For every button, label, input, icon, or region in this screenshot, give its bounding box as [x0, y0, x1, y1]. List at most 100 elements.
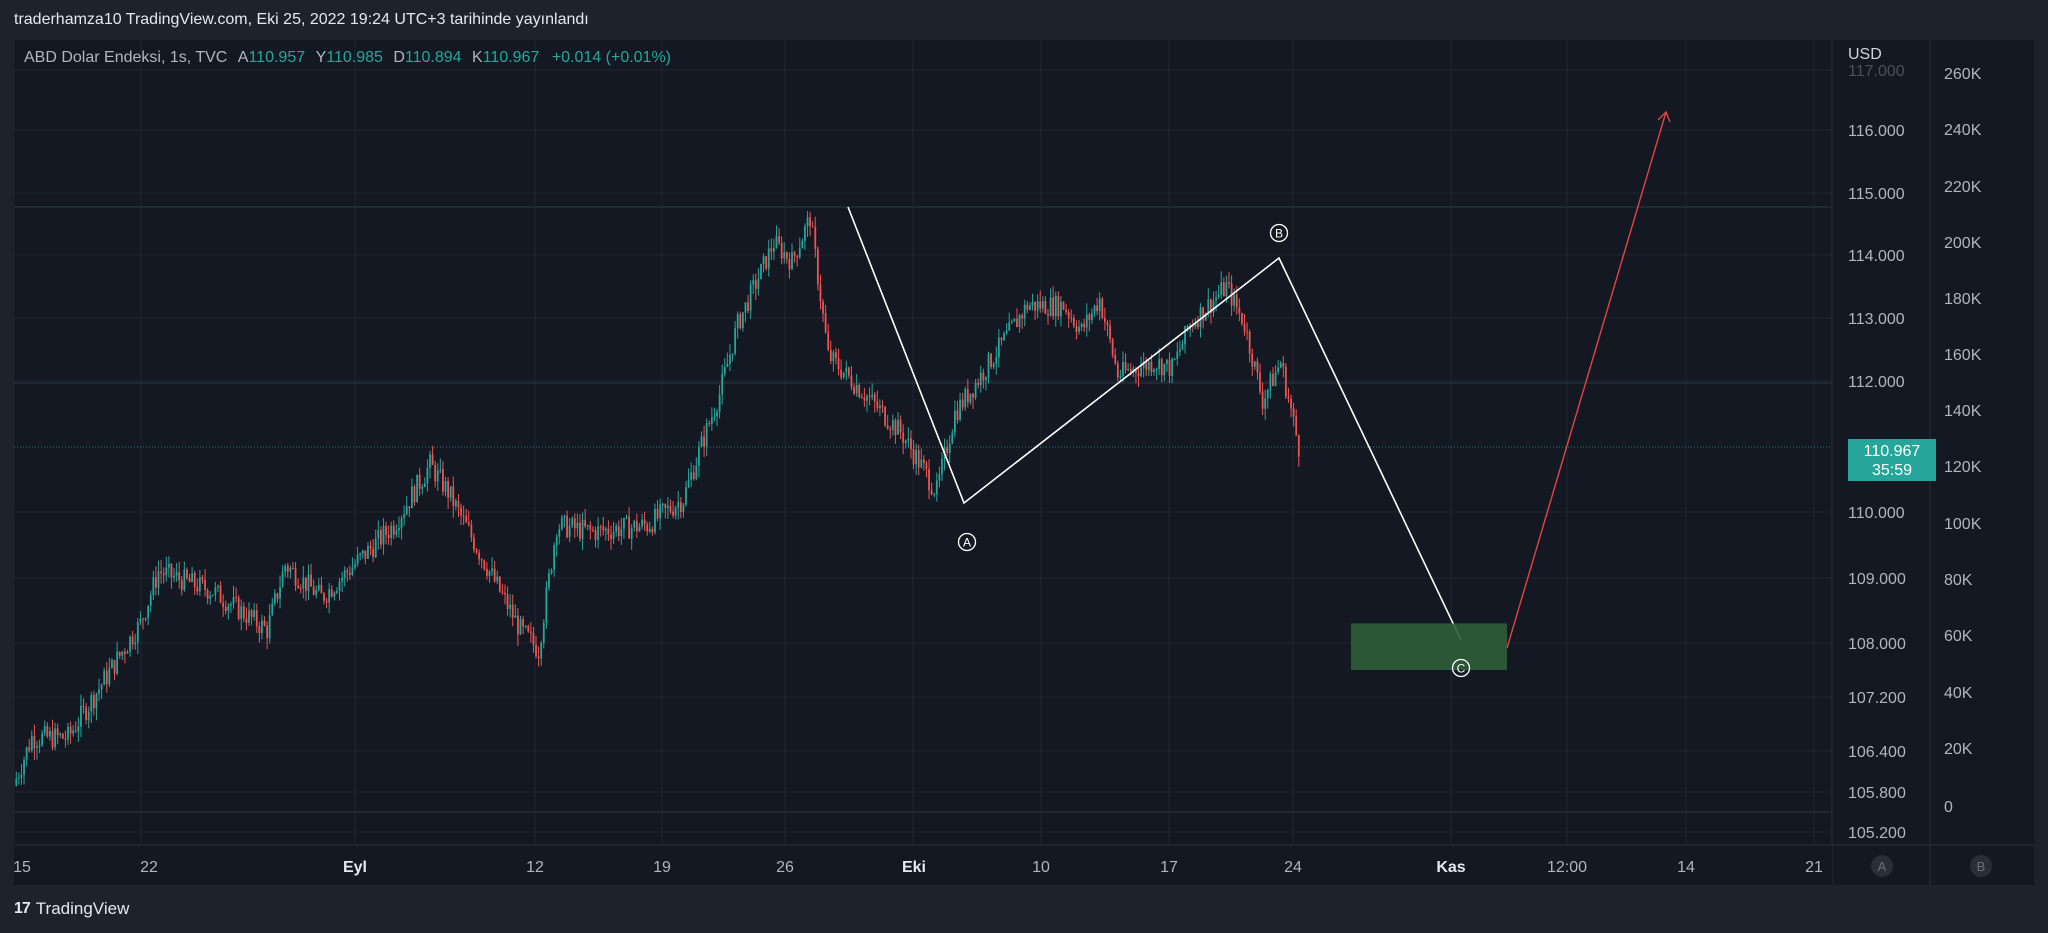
candle-body: [897, 419, 899, 435]
candle-body: [698, 446, 700, 466]
candle-body: [1222, 282, 1225, 296]
candle-body: [809, 217, 812, 227]
candle-body: [188, 577, 191, 583]
candle-body: [1016, 318, 1018, 328]
candle-body: [845, 367, 848, 373]
candle-body: [1111, 339, 1114, 355]
candle-body: [1085, 314, 1088, 328]
candle-body: [418, 474, 421, 489]
candle-body: [798, 248, 801, 258]
candle-body: [586, 524, 589, 527]
candle-body: [814, 226, 817, 250]
currency-label: USD: [1848, 46, 1882, 63]
candle-body: [341, 577, 343, 582]
scale-button-b[interactable]: [1970, 855, 1992, 877]
candle-body: [548, 572, 550, 588]
candle-body: [105, 670, 108, 685]
open-label: A: [237, 49, 249, 66]
wave-label-circle: [957, 532, 977, 552]
tradingview-brand[interactable]: 17 TradingView: [14, 899, 129, 919]
candle-body: [1184, 326, 1186, 345]
chart-area[interactable]: A B C USD 117.000 116.000 115.000 114.000 113.00…: [14, 40, 2034, 885]
candle-body: [1031, 301, 1034, 306]
price-tick-label: 105.800: [1848, 785, 1906, 802]
candle-body: [263, 620, 266, 626]
candle-body: [628, 516, 631, 539]
candle-body: [439, 469, 442, 471]
candle-body: [232, 597, 235, 605]
candle-body: [147, 605, 150, 619]
candle-body: [54, 728, 56, 748]
time-tick-label: 26: [776, 859, 794, 876]
candle-body: [242, 606, 245, 619]
candle-body: [214, 587, 217, 595]
candle-body: [403, 514, 406, 519]
candle-body: [669, 505, 672, 512]
candle-body: [1261, 391, 1264, 409]
candle-body: [1034, 301, 1036, 311]
scale-button-label: B: [1977, 859, 1986, 874]
candle-body: [951, 432, 954, 444]
candle-body: [289, 567, 292, 572]
candle-body: [816, 249, 819, 285]
candle-body: [933, 494, 936, 496]
candle-body: [625, 516, 628, 519]
candle-body: [211, 594, 214, 596]
candle-body: [59, 733, 62, 736]
candle-body: [504, 592, 506, 595]
scale-button-a[interactable]: [1871, 855, 1893, 877]
candle-body: [1018, 315, 1021, 328]
candle-body: [610, 534, 612, 539]
wave-label-b: B: [1275, 227, 1283, 241]
price-tick-label: 106.400: [1848, 744, 1906, 761]
candle-body: [121, 651, 124, 656]
candle-body: [478, 552, 481, 560]
price-tick-label: 116.000: [1848, 123, 1905, 140]
candle-body: [1272, 373, 1274, 386]
candle-body: [173, 575, 175, 578]
candle-body: [80, 705, 82, 727]
volume-tick-label: 0: [1944, 799, 1953, 816]
volume-tick-label: 200K: [1944, 235, 1982, 252]
price-tick-label: 113.000: [1848, 311, 1905, 328]
candle-body: [602, 526, 605, 531]
candle-body: [82, 705, 85, 708]
candle-body: [475, 549, 478, 553]
candle-body: [509, 604, 512, 609]
candle-body: [457, 500, 460, 508]
candle-body: [1212, 300, 1215, 313]
candle-body: [38, 744, 41, 747]
candle-body: [788, 258, 791, 270]
candle-body: [635, 520, 638, 532]
candle-body: [1266, 389, 1269, 399]
candle-body: [426, 467, 429, 484]
candle-body: [1124, 362, 1127, 371]
candle-body: [354, 564, 356, 568]
candle-body: [571, 518, 574, 526]
candle-body: [529, 631, 532, 634]
candle-body: [677, 502, 680, 508]
candle-body: [938, 474, 941, 481]
candle-body: [250, 610, 253, 617]
candle-body: [297, 585, 300, 588]
candle-body: [480, 559, 483, 561]
open-value: 110.957: [248, 49, 306, 66]
candle-body: [612, 531, 615, 539]
candle-body: [180, 580, 183, 591]
symbol-label[interactable]: ABD Dolar Endeksi, 1s, TVC: [24, 49, 228, 66]
candle-body: [744, 302, 747, 313]
candle-body: [258, 626, 261, 633]
candle-body: [74, 730, 77, 732]
candle-body: [1091, 312, 1093, 321]
target-zone-box: [1351, 623, 1507, 670]
time-tick-label: 19: [653, 859, 671, 876]
candle-body: [317, 584, 320, 590]
candle-body: [204, 579, 206, 591]
candle-body: [462, 515, 465, 517]
candle-body: [136, 622, 139, 643]
candle-body: [532, 633, 535, 645]
candle-body: [615, 526, 618, 532]
low-label: D: [393, 49, 405, 66]
candle-body: [1153, 369, 1155, 373]
